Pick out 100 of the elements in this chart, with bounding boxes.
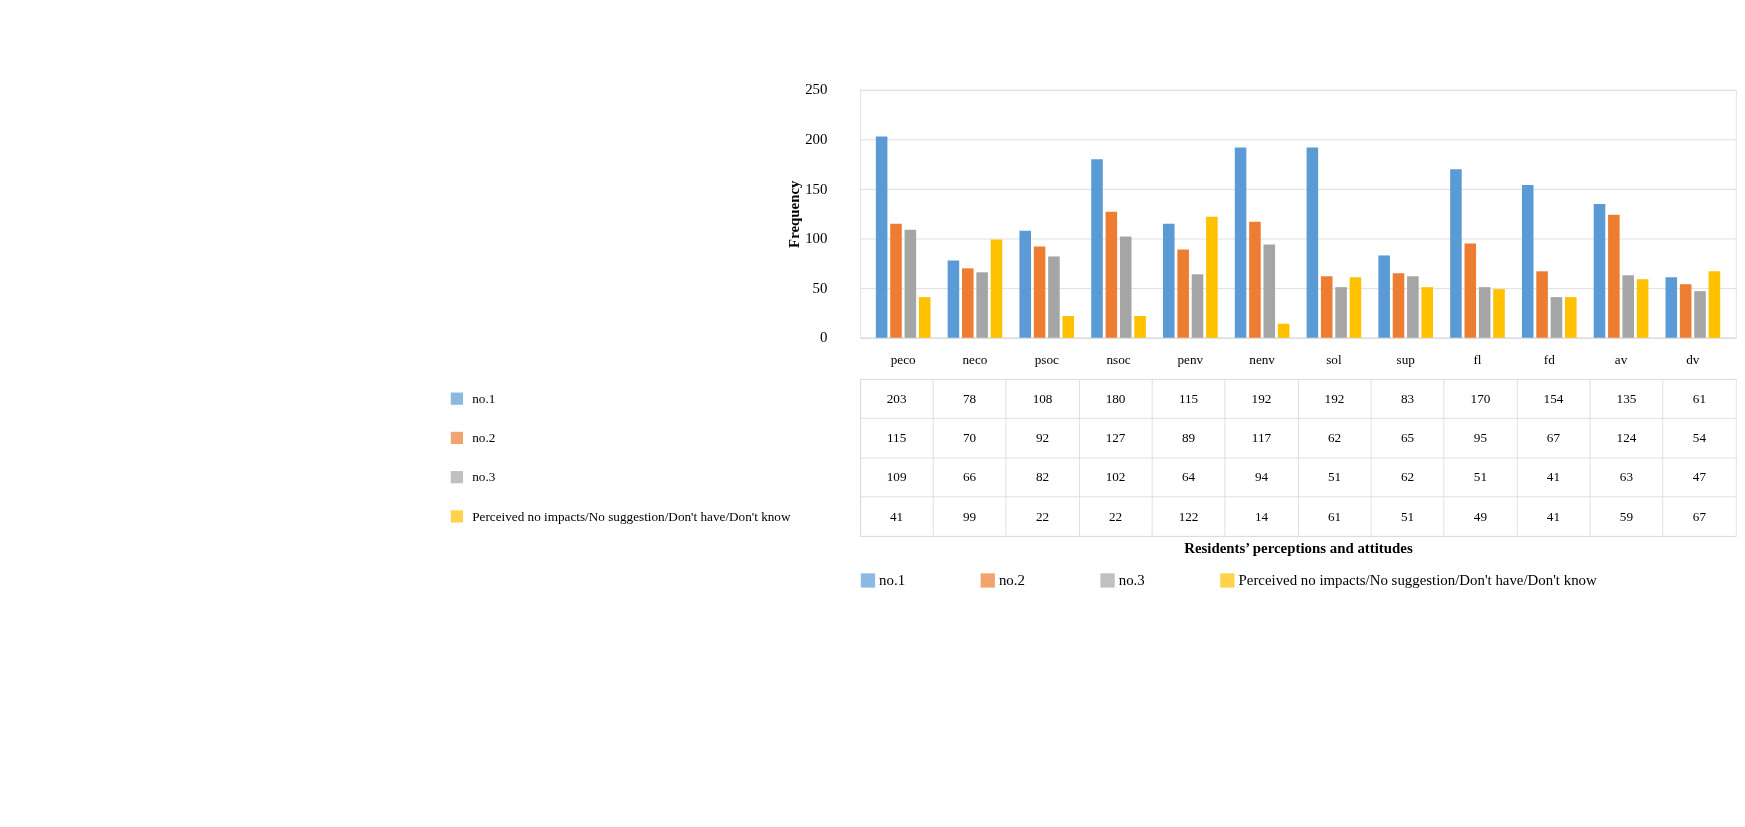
- bar: [1320, 276, 1333, 338]
- data-label: 41: [890, 508, 904, 524]
- data-label: 83: [1400, 390, 1415, 406]
- bar: [1263, 244, 1276, 338]
- data-label: 108: [1032, 390, 1053, 406]
- bar: [990, 239, 1003, 338]
- y-tick-label: 0: [820, 329, 828, 346]
- data-label: 203: [886, 390, 907, 406]
- data-label: 92: [1035, 430, 1050, 446]
- bar: [1550, 297, 1563, 338]
- data-label: 102: [1105, 469, 1126, 485]
- y-tick-label: 200: [805, 130, 828, 147]
- x-tick-label: neco: [962, 351, 988, 367]
- bar: [918, 297, 931, 338]
- y-tick-label: 50: [812, 279, 828, 296]
- x-tick-label: av: [1614, 351, 1628, 367]
- x-tick-label: penv: [1177, 351, 1204, 367]
- data-label: 63: [1619, 469, 1634, 485]
- data-label: 22: [1035, 508, 1050, 524]
- bar: [1277, 323, 1290, 338]
- bar: [1679, 284, 1692, 338]
- data-label: 117: [1251, 430, 1272, 446]
- data-label: 124: [1616, 430, 1637, 446]
- bar: [1335, 287, 1347, 338]
- data-label: 154: [1543, 390, 1564, 406]
- text: no.2: [472, 430, 496, 446]
- bar: [1694, 291, 1706, 338]
- data-label: 180: [1105, 390, 1126, 406]
- bar: [1636, 279, 1649, 338]
- x-tick-label: nsoc: [1106, 351, 1131, 367]
- data-label: 192: [1324, 390, 1345, 406]
- text: Residents’ perceptions and attitudes: [1184, 539, 1413, 556]
- x-tick-label: fl: [1473, 351, 1482, 367]
- data-label: 62: [1327, 430, 1342, 446]
- data-label: 115: [1178, 390, 1199, 406]
- bar: [1033, 246, 1046, 338]
- data-label: 61: [1692, 390, 1707, 406]
- bar: [1062, 315, 1075, 338]
- bar: [1105, 211, 1118, 338]
- data-label: 59: [1619, 508, 1634, 524]
- data-label: 122: [1178, 508, 1199, 524]
- bar: [1407, 276, 1419, 338]
- data-label: 51: [1327, 469, 1342, 485]
- bar: [1349, 277, 1362, 338]
- bar: [1493, 289, 1505, 338]
- bar: [1392, 273, 1405, 338]
- data-label: 99: [962, 508, 977, 524]
- bar: [1708, 271, 1721, 338]
- data-label: 41: [1546, 508, 1561, 524]
- bar: [1019, 230, 1031, 338]
- bar: [875, 136, 888, 338]
- bar: [1421, 287, 1434, 338]
- data-label: 47: [1692, 469, 1707, 485]
- y-tick-label: 250: [805, 81, 828, 98]
- bar: [976, 272, 988, 338]
- data-label: 41: [1546, 469, 1561, 485]
- bar: [1593, 203, 1606, 338]
- x-tick-label: fd: [1543, 351, 1556, 367]
- bar: [1048, 256, 1060, 338]
- bar: [1450, 169, 1462, 338]
- bar: [1119, 236, 1132, 338]
- data-label: 14: [1254, 508, 1269, 524]
- x-tick-label: sol: [1326, 351, 1342, 367]
- data-label: 54: [1692, 430, 1707, 446]
- data-label: 49: [1473, 508, 1488, 524]
- bar: [1163, 223, 1175, 338]
- x-tick-label: dv: [1686, 351, 1700, 367]
- data-label: 51: [1400, 508, 1415, 524]
- y-tick-label: 100: [805, 230, 828, 247]
- legend-label: no.3: [1118, 571, 1145, 588]
- bar: [1608, 214, 1620, 338]
- bar: [1234, 147, 1247, 338]
- data-label: 127: [1105, 430, 1126, 446]
- bar: [1306, 147, 1319, 338]
- bar: [1191, 274, 1204, 338]
- y-axis-title: Frequency: [785, 179, 802, 248]
- data-label: 67: [1546, 430, 1561, 446]
- data-label: 89: [1181, 430, 1196, 446]
- text: Perceived no impacts/No suggestion/Don't have/Don't know: [1238, 571, 1597, 588]
- x-tick-label: psoc: [1034, 351, 1059, 367]
- data-label: 65: [1400, 430, 1415, 446]
- bar: [962, 268, 974, 338]
- bar: [1478, 287, 1491, 338]
- data-label: 62: [1400, 469, 1415, 485]
- data-label: 78: [962, 390, 977, 406]
- data-label: 82: [1035, 469, 1050, 485]
- data-label: 70: [962, 430, 977, 446]
- bar: [947, 260, 960, 338]
- data-label: 95: [1473, 430, 1488, 446]
- bar: [904, 229, 917, 338]
- data-label: 135: [1616, 390, 1637, 406]
- x-tick-label: nenv: [1249, 351, 1276, 367]
- bar: [1464, 243, 1477, 338]
- data-label: 109: [886, 469, 907, 485]
- bar: [1206, 216, 1218, 338]
- x-tick-label: sup: [1396, 351, 1416, 367]
- data-label: 66: [962, 469, 977, 485]
- data-label: 64: [1181, 469, 1196, 485]
- bar: [1091, 159, 1103, 338]
- x-tick-label: peco: [890, 351, 917, 367]
